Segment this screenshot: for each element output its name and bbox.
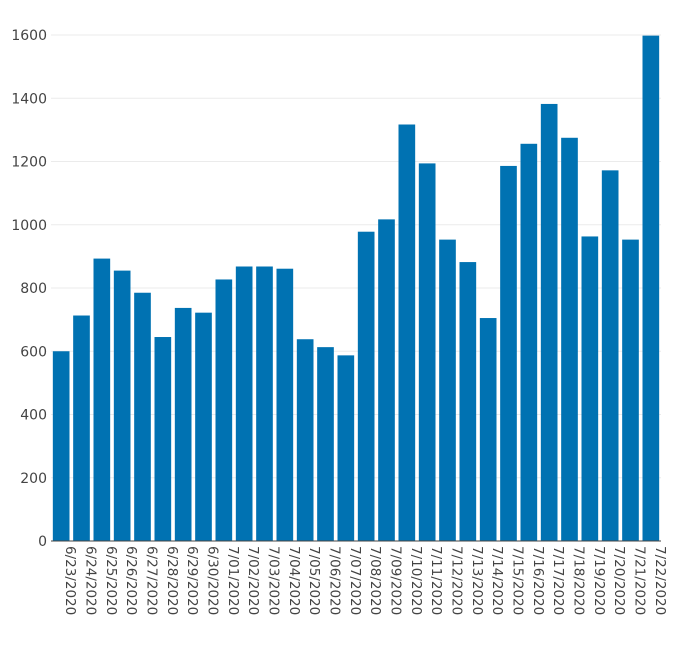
x-tick-label: 7/05/2020 — [306, 546, 322, 615]
x-tick-label: 6/29/2020 — [184, 546, 200, 615]
bar-7-05-2020[interactable] — [296, 339, 314, 541]
bar-6-29-2020[interactable] — [174, 307, 192, 541]
bar-7-08-2020[interactable] — [357, 231, 375, 541]
y-axis: 0 200 400 600 800 1000 1200 1400 1600 — [11, 28, 47, 550]
y-tick-label: 800 — [20, 281, 47, 297]
y-tick-label: 0 — [38, 534, 47, 550]
x-tick-label: 6/27/2020 — [144, 546, 160, 615]
bar-7-02-2020[interactable] — [235, 266, 253, 542]
x-tick-label: 7/15/2020 — [510, 546, 526, 615]
y-tick-label: 1000 — [11, 218, 47, 234]
x-tick-label: 7/09/2020 — [388, 546, 404, 615]
x-tick-label: 7/18/2020 — [571, 546, 587, 615]
y-tick-label: 600 — [20, 344, 47, 360]
y-tick-label: 400 — [20, 408, 47, 424]
x-tick-label: 7/02/2020 — [245, 546, 261, 615]
bars — [52, 35, 660, 542]
x-tick-label: 7/03/2020 — [266, 546, 282, 615]
x-tick-label: 7/08/2020 — [367, 546, 383, 615]
x-tick-label: 7/21/2020 — [632, 546, 648, 615]
x-tick-label: 7/04/2020 — [286, 546, 302, 615]
bar-7-01-2020[interactable] — [215, 279, 233, 541]
y-tick-label: 1400 — [11, 91, 47, 107]
x-tick-label: 7/12/2020 — [449, 546, 465, 615]
bar-7-10-2020[interactable] — [398, 124, 416, 542]
y-tick-label: 200 — [20, 471, 47, 487]
x-tick-label: 6/30/2020 — [205, 546, 221, 615]
bar-7-11-2020[interactable] — [418, 163, 436, 541]
x-tick-label: 7/19/2020 — [591, 546, 607, 615]
y-tick-label: 1200 — [11, 155, 47, 171]
x-tick-label: 6/28/2020 — [164, 546, 180, 615]
bar-7-03-2020[interactable] — [256, 266, 273, 542]
x-tick-label: 6/25/2020 — [103, 546, 119, 615]
bar-7-04-2020[interactable] — [276, 268, 294, 541]
x-tick-label: 7/10/2020 — [408, 546, 424, 615]
bar-7-17-2020[interactable] — [540, 103, 558, 541]
x-tick-label: 7/16/2020 — [530, 546, 546, 615]
bar-7-16-2020[interactable] — [520, 143, 538, 542]
x-tick-label: 7/20/2020 — [611, 546, 627, 615]
bar-7-07-2020[interactable] — [337, 355, 355, 541]
gridlines — [51, 34, 661, 479]
bar-7-20-2020[interactable] — [601, 170, 619, 541]
bar-7-09-2020[interactable] — [378, 219, 395, 541]
bar-7-13-2020[interactable] — [459, 262, 477, 541]
bar-6-23-2020[interactable] — [52, 351, 70, 541]
x-tick-label: 7/13/2020 — [469, 546, 485, 615]
bar-7-06-2020[interactable] — [317, 347, 334, 541]
bar-6-25-2020[interactable] — [93, 258, 111, 541]
x-tick-label: 6/23/2020 — [62, 546, 78, 615]
x-tick-label: 7/11/2020 — [428, 546, 444, 615]
x-tick-label: 6/24/2020 — [83, 546, 99, 615]
bar-6-27-2020[interactable] — [134, 292, 151, 541]
bar-7-22-2020[interactable] — [642, 35, 660, 541]
x-tick-label: 7/07/2020 — [347, 546, 363, 615]
x-tick-label: 7/01/2020 — [225, 546, 241, 615]
bar-6-24-2020[interactable] — [73, 315, 90, 541]
bar-7-14-2020[interactable] — [479, 318, 497, 541]
bar-7-21-2020[interactable] — [622, 239, 639, 542]
bar-7-12-2020[interactable] — [439, 239, 456, 542]
bar-7-18-2020[interactable] — [561, 137, 578, 541]
y-tick-label: 1600 — [11, 28, 47, 44]
bar-7-15-2020[interactable] — [500, 165, 517, 541]
bar-6-26-2020[interactable] — [113, 270, 131, 541]
x-tick-label: 7/17/2020 — [550, 546, 566, 615]
x-tick-label: 7/22/2020 — [652, 546, 668, 615]
x-tick-label: 6/26/2020 — [123, 546, 139, 615]
x-tick-label: 7/06/2020 — [327, 546, 343, 615]
x-axis: 6/23/2020 6/24/2020 6/25/2020 6/26/2020 6/27… — [51, 540, 668, 615]
x-tick-label: 7/14/2020 — [489, 546, 505, 615]
bar-7-19-2020[interactable] — [581, 236, 599, 541]
bar-6-30-2020[interactable] — [195, 312, 212, 541]
bar-6-28-2020[interactable] — [154, 337, 172, 541]
